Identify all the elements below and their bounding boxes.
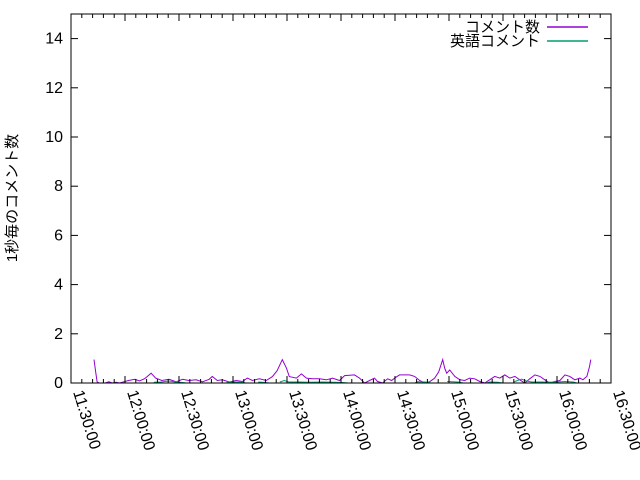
x-tick-label: 11:30:00	[69, 388, 103, 451]
x-tick-label: 15:30:00	[501, 388, 535, 453]
x-tick-label: 13:30:00	[285, 388, 319, 453]
x-tick-label: 16:30:00	[609, 388, 640, 453]
series-line-1	[513, 378, 577, 384]
axis-ticks	[70, 14, 612, 384]
y-tick-label: 8	[54, 178, 63, 195]
x-tick-label: 14:30:00	[393, 388, 427, 453]
y-tick-label: 4	[54, 277, 63, 294]
legend-label-comments: コメント数	[465, 19, 540, 36]
x-tick-label: 12:00:00	[123, 388, 157, 453]
y-tick-label: 2	[54, 326, 63, 343]
x-tick-label: 12:30:00	[177, 388, 211, 453]
y-tick-label: 12	[45, 80, 63, 97]
x-tick-label: 14:00:00	[339, 388, 373, 453]
y-tick-label: 0	[54, 375, 63, 392]
y-tick-label: 6	[54, 227, 63, 244]
y-tick-label: 14	[45, 31, 63, 48]
plot-border	[70, 13, 612, 384]
y-axis-label: 1秒毎のコメント数	[4, 134, 21, 262]
y-tick-label: 10	[45, 129, 63, 146]
x-tick-label: 13:00:00	[231, 388, 265, 453]
legend-label-english-comments: 英語コメント	[450, 32, 540, 50]
y-tick-labels: 0 2 4 6 8 10 12 14	[45, 31, 63, 392]
x-tick-label: 16:00:00	[555, 388, 589, 453]
x-tick-labels: 11:30:00 12:00:00 12:30:00 13:00:00 13:30:00…	[69, 388, 640, 453]
legend: コメント数 英語コメント	[450, 19, 588, 50]
x-tick-label: 15:00:00	[447, 388, 481, 453]
